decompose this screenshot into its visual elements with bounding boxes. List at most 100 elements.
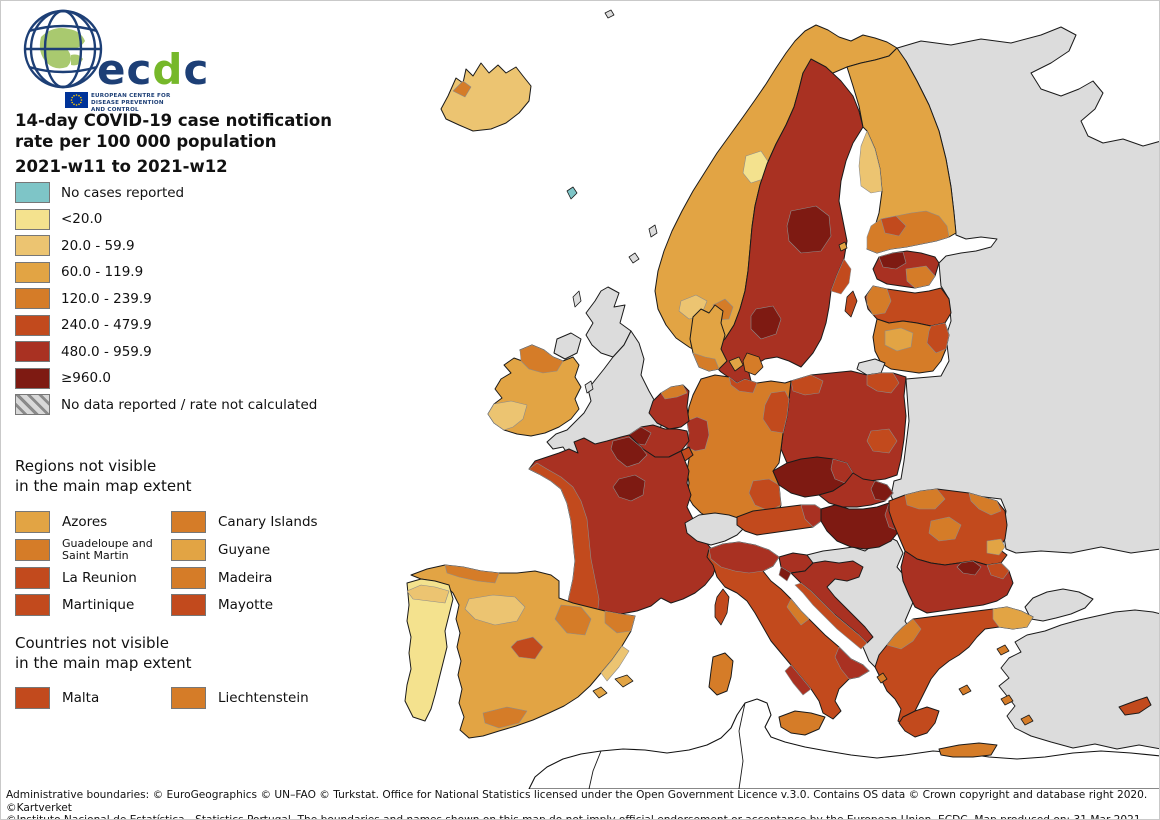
region-gotland xyxy=(844,290,858,318)
inset-swatch-azores xyxy=(15,511,50,533)
legend-item: 240.0 - 479.9 xyxy=(15,314,317,336)
inset-swatch-canary xyxy=(171,511,206,533)
region-netherlands-north xyxy=(660,384,688,400)
region-croatia-coast xyxy=(794,582,868,650)
legend-item: 20.0 - 59.9 xyxy=(15,235,317,256)
region-estonia-se xyxy=(905,265,936,289)
region-shetland xyxy=(648,224,658,238)
regions-not-visible-list: Azores Canary Islands Guadeloupe and Sai… xyxy=(15,511,345,621)
ecdc-logo: ecdc EUROPEAN CENTRE FOR DISEASE PREVENT… xyxy=(19,7,239,113)
region-aegean-island-1 xyxy=(958,684,972,696)
region-romania-se xyxy=(986,538,1006,556)
region-poland-east xyxy=(866,428,898,454)
region-rhodes xyxy=(1020,714,1034,726)
region-spain-catalonia xyxy=(604,610,636,634)
region-cyprus xyxy=(1118,696,1152,716)
africa-country-border-2 xyxy=(738,702,746,789)
region-spain-valencia xyxy=(600,645,630,682)
legend-swatch-no-data xyxy=(15,394,50,415)
region-ireland-north xyxy=(519,344,564,374)
region-zealand xyxy=(742,352,764,376)
inset-martinique: Martinique xyxy=(15,594,171,617)
region-spain-castile xyxy=(464,594,526,626)
region-turkey-europe xyxy=(1024,588,1094,622)
legend-item: No data reported / rate not calculated xyxy=(15,394,317,415)
inset-swatch-liechtenstein xyxy=(171,687,206,709)
region-slovakia-east xyxy=(870,480,894,502)
region-germany-west xyxy=(686,416,710,452)
region-france-north xyxy=(610,436,648,468)
legend-item: No cases reported xyxy=(15,182,317,203)
legend-swatch-no-cases xyxy=(15,182,50,203)
region-germany-north xyxy=(728,376,758,394)
region-uk-scotland xyxy=(585,286,632,358)
legend-item: 120.0 - 239.9 xyxy=(15,288,317,309)
region-jan-mayen xyxy=(604,9,615,19)
region-portugal-north xyxy=(406,584,450,604)
inset-malta: Malta xyxy=(15,687,171,709)
countries-not-visible-heading: Countries not visible in the main map ex… xyxy=(15,634,192,672)
legend-item: 480.0 - 959.9 xyxy=(15,341,317,362)
region-portugal xyxy=(404,578,454,722)
region-sweden-mid-high xyxy=(750,305,782,340)
inset-mayotte: Mayotte xyxy=(171,594,327,617)
region-aland xyxy=(838,241,848,252)
region-denmark-south xyxy=(692,352,720,372)
inset-swatch-mayotte xyxy=(171,594,206,617)
region-peloponnese xyxy=(898,706,940,738)
region-italy-center-adriatic xyxy=(786,598,810,626)
legend-item: 60.0 - 119.9 xyxy=(15,261,317,283)
region-latvia-west xyxy=(866,285,892,316)
inset-guyane: Guyane xyxy=(171,538,327,562)
inset-swatch-guyane xyxy=(171,539,206,562)
region-hebrides xyxy=(572,290,582,308)
inset-madeira: Madeira xyxy=(171,567,327,590)
region-spain-andalusia-w xyxy=(482,706,528,729)
regions-not-visible-heading: Regions not visible in the main map exte… xyxy=(15,457,192,495)
region-ionian-island xyxy=(876,672,888,684)
region-spain-aragon xyxy=(554,604,592,636)
region-switzerland xyxy=(684,512,746,546)
region-italy-north xyxy=(708,541,780,574)
legend-swatch-gte960 xyxy=(15,367,50,389)
region-orkney xyxy=(628,252,640,264)
legend-swatch-120-239 xyxy=(15,288,50,309)
legend-swatch-240-479 xyxy=(15,314,50,336)
region-ireland-south xyxy=(487,400,528,431)
europe-map xyxy=(404,9,1159,789)
region-france-paris xyxy=(612,474,646,502)
region-spain-north xyxy=(444,564,500,584)
inset-swatch-madeira xyxy=(171,567,206,590)
region-funen xyxy=(728,356,744,372)
inset-la-reunion: La Reunion xyxy=(15,567,171,590)
region-romania-center xyxy=(928,516,962,542)
region-italy-campania xyxy=(784,664,812,696)
region-istria xyxy=(778,566,792,582)
inset-swatch-martinique xyxy=(15,594,50,617)
region-faroe-islands xyxy=(566,186,578,200)
region-crete xyxy=(938,742,998,758)
inset-guadeloupe: Guadeloupe and Saint Martin xyxy=(15,537,171,562)
legend-swatch-60-119 xyxy=(15,261,50,283)
region-sardinia xyxy=(708,652,734,696)
region-poland-nw xyxy=(790,374,824,396)
legend: No cases reported <20.0 20.0 - 59.9 60.0… xyxy=(15,182,317,421)
legend-item: <20.0 xyxy=(15,208,317,230)
region-greece-thrace xyxy=(992,606,1034,630)
region-finland-west xyxy=(858,130,883,194)
ecdc-org-name: EUROPEAN CENTRE FOR DISEASE PREVENTION A… xyxy=(91,93,171,113)
region-bulgaria xyxy=(900,550,1014,614)
region-spain-madrid xyxy=(510,636,544,660)
region-sicily xyxy=(778,710,826,736)
map-attribution: Administrative boundaries: © EuroGeograp… xyxy=(6,789,1148,820)
legend-item: ≥960.0 xyxy=(15,367,317,389)
eu-flag-icon xyxy=(65,92,88,108)
legend-swatch-lt20 xyxy=(15,208,50,230)
inset-azores: Azores xyxy=(15,511,171,533)
region-ibiza xyxy=(592,686,608,699)
inset-canary-islands: Canary Islands xyxy=(171,511,327,533)
legend-swatch-480-959 xyxy=(15,341,50,362)
region-romania-nw xyxy=(904,488,946,510)
region-greece-nw xyxy=(886,618,922,650)
